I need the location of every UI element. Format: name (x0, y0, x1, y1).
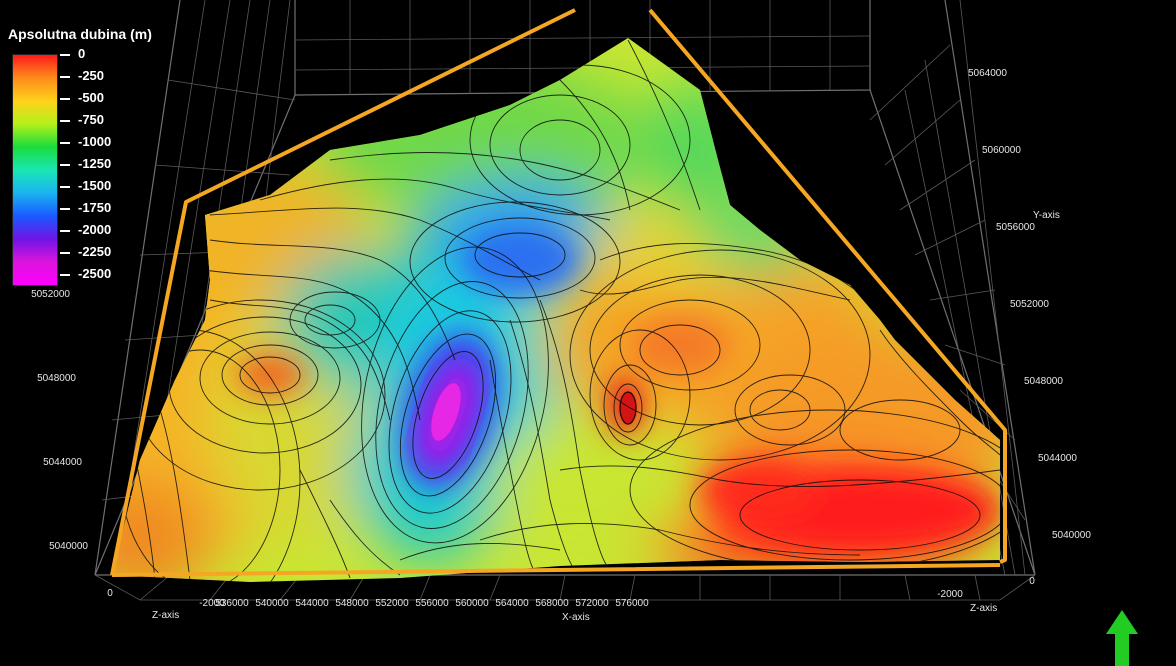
depth-surface (70, 30, 1030, 630)
x-tick-label: 576000 (615, 598, 649, 609)
y-tick-label-right: 5060000 (982, 145, 1021, 156)
legend-entry-label: -1250 (78, 156, 111, 171)
legend-title: Apsolutna dubina (m) (8, 26, 152, 42)
legend-tick-mark (60, 54, 70, 56)
y-tick-label-left: 5048000 (37, 373, 76, 384)
x-tick-label: 568000 (535, 598, 569, 609)
x-tick-label: 572000 (575, 598, 609, 609)
y-tick-label-right: 5052000 (1010, 299, 1049, 310)
y-tick-label-left: 5044000 (43, 457, 82, 468)
x-tick-label: 560000 (455, 598, 489, 609)
legend-entry: 0 (60, 46, 85, 62)
legend-tick-mark (60, 208, 70, 210)
legend-entry-label: -500 (78, 90, 104, 105)
y-tick-label-right: 5068000 (954, 0, 993, 2)
legend-tick-mark (60, 142, 70, 144)
legend-tick-mark (60, 230, 70, 232)
legend-entry: -1750 (60, 200, 111, 216)
legend-entry: -2250 (60, 244, 111, 260)
legend-entry-label: -750 (78, 112, 104, 127)
legend-entry-label: -1000 (78, 134, 111, 149)
z-axis-label-left: Z-axis (152, 610, 179, 621)
z-tick-label-left: -2000 (199, 598, 225, 609)
legend-entry: -2000 (60, 222, 111, 238)
x-tick-label: 548000 (335, 598, 369, 609)
y-axis-label: Y-axis (1033, 210, 1060, 221)
legend-tick-mark (60, 120, 70, 122)
z-tick-label-right: -2000 (937, 589, 963, 600)
y-tick-label-right: 5056000 (996, 222, 1035, 233)
legend-color-bar (12, 54, 58, 286)
x-tick-label: 540000 (255, 598, 289, 609)
x-tick-label: 552000 (375, 598, 409, 609)
x-tick-label: 556000 (415, 598, 449, 609)
legend-entry-label: -2000 (78, 222, 111, 237)
legend-entry: -750 (60, 112, 104, 128)
x-tick-label: 564000 (495, 598, 529, 609)
legend-entry-label: -1500 (78, 178, 111, 193)
depth-legend: Apsolutna dubina (m) 0 -250 -500 -750 -1000 -… (8, 26, 188, 296)
legend-tick-mark (60, 252, 70, 254)
legend-entry-label: -250 (78, 68, 104, 83)
y-tick-label-left: 5040000 (49, 541, 88, 552)
y-tick-label-right: 5048000 (1024, 376, 1063, 387)
legend-entry: -2500 (60, 266, 111, 282)
legend-tick-mark (60, 76, 70, 78)
z-tick-label-right: 0 (1029, 576, 1035, 587)
y-tick-label-right: 5040000 (1052, 530, 1091, 541)
legend-entry: -1000 (60, 134, 111, 150)
legend-tick-mark (60, 274, 70, 276)
x-axis-ticks: 536000 540000 544000 548000 552000 556000 5600… (215, 598, 649, 609)
z-tick-label-left: 0 (107, 588, 113, 599)
legend-entry: -250 (60, 68, 104, 84)
legend-tick-mark (60, 164, 70, 166)
x-tick-label: 544000 (295, 598, 329, 609)
legend-entry: -1500 (60, 178, 111, 194)
y-tick-label-right: 5064000 (968, 68, 1007, 79)
legend-entry-label: -2500 (78, 266, 111, 281)
legend-tick-mark (60, 98, 70, 100)
legend-entry-label: 0 (78, 46, 85, 61)
legend-entry: -1250 (60, 156, 111, 172)
x-axis-label: X-axis (562, 612, 590, 623)
z-axis-label-right: Z-axis (970, 603, 997, 614)
legend-entry-label: -1750 (78, 200, 111, 215)
y-tick-label-right: 5044000 (1038, 453, 1077, 464)
legend-entry: -500 (60, 90, 104, 106)
legend-entry-label: -2250 (78, 244, 111, 259)
north-arrow-icon[interactable] (1104, 608, 1140, 666)
legend-tick-mark (60, 186, 70, 188)
